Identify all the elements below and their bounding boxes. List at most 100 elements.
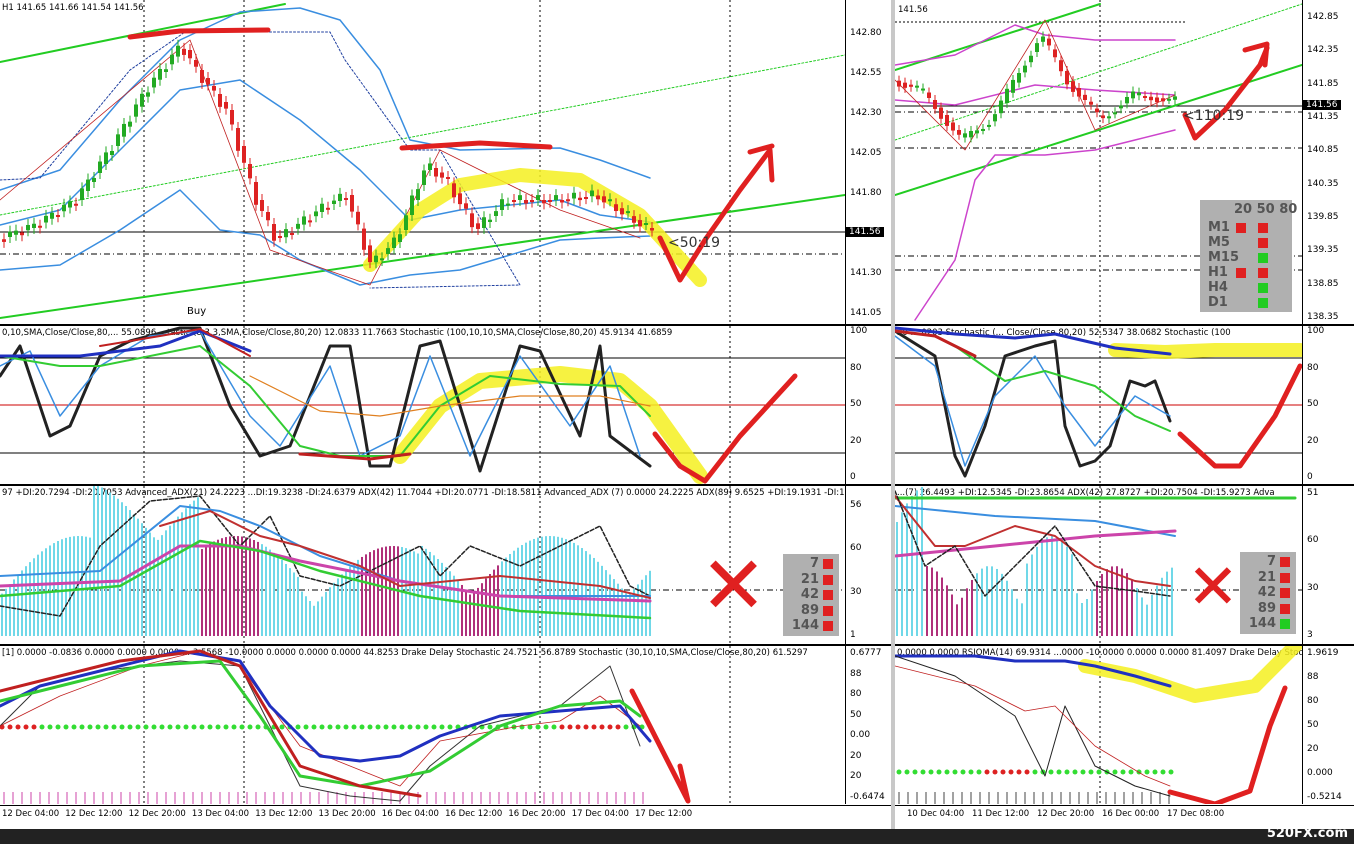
axis-tick: 141.85 xyxy=(1307,78,1339,89)
adx-legend-swatch xyxy=(823,621,833,631)
candle-body xyxy=(344,198,348,200)
mtf-swatch xyxy=(1236,268,1246,278)
signal-dot xyxy=(992,769,998,775)
candle-body xyxy=(590,190,594,197)
candle-body xyxy=(476,223,480,229)
left-price-panel[interactable]: H1 141.65 141.66 141.54 141.56 Buy <50:1… xyxy=(0,0,845,324)
up-arrow-head xyxy=(1242,41,1270,68)
left-rsi-axis: 0.6777 88 80 50 0.00 20 20 -0.6474 xyxy=(845,646,892,804)
right-stoch-panel[interactable]: 20 ... 0203 Stochastic (... Close/Close,… xyxy=(895,326,1302,484)
signal-dot xyxy=(23,724,29,730)
candle-body xyxy=(1011,79,1015,93)
candle-body xyxy=(20,232,24,236)
signal-dot xyxy=(944,769,950,775)
candle-body xyxy=(122,123,126,137)
candle-body xyxy=(164,69,168,72)
candle-body xyxy=(1167,98,1171,101)
signal-dot xyxy=(1120,769,1126,775)
signal-dot xyxy=(399,724,405,730)
signal-dot xyxy=(1160,769,1166,775)
candle-body xyxy=(488,219,492,222)
left-sep-2 xyxy=(0,484,891,486)
signal-dot xyxy=(303,724,309,730)
signal-dot xyxy=(1008,769,1014,775)
adx-blue xyxy=(0,505,651,597)
candle-body xyxy=(1029,55,1033,63)
right-price-panel[interactable]: 141.56 <110:19 20 50 80 M1 M5 M15 H1 H4 D1 xyxy=(895,0,1302,324)
candle-body xyxy=(554,195,558,200)
right-stoch-header: 20 ... 0203 Stochastic (... Close/Close,… xyxy=(897,328,1231,338)
candle-body xyxy=(1119,105,1123,109)
signal-dot xyxy=(1080,769,1086,775)
candle-body xyxy=(482,217,486,228)
candle-body xyxy=(86,179,90,191)
signal-dot xyxy=(63,724,69,730)
time-tick: 11 Dec 12:00 xyxy=(972,809,1030,819)
mtf-swatch xyxy=(1258,223,1268,233)
signal-dot xyxy=(335,724,341,730)
candle-body xyxy=(578,197,582,201)
signal-dot xyxy=(247,724,253,730)
adx-pink xyxy=(895,529,1177,558)
candle-body xyxy=(284,229,288,238)
axis-tick: 141.35 xyxy=(1307,112,1339,122)
signal-dot xyxy=(7,724,13,730)
bb-upper xyxy=(895,24,1176,66)
signal-dot xyxy=(111,724,117,730)
signal-dot xyxy=(199,724,205,730)
right-rsi-panel[interactable]: 0.0000 0.0000 RSIOMA(14) 69.9314 ...0000… xyxy=(895,646,1302,804)
candle-body xyxy=(999,100,1003,114)
candle-body xyxy=(572,192,576,199)
stoch-fast xyxy=(0,326,652,473)
signal-dot xyxy=(215,724,221,730)
axis-tick: 140.35 xyxy=(1307,178,1339,189)
signal-dot xyxy=(151,724,157,730)
adx-red xyxy=(159,510,651,599)
candle-body xyxy=(128,121,132,127)
time-tick: 10 Dec 04:00 xyxy=(907,809,965,819)
left-price-tag: 141.56 xyxy=(846,227,884,237)
adx-legend-swatch xyxy=(1280,588,1290,598)
right-adx-axis: 51 60 30 3 xyxy=(1302,486,1354,644)
candle-body xyxy=(8,231,12,237)
candle-body xyxy=(933,100,937,109)
left-sep-1 xyxy=(0,324,891,326)
candle-body xyxy=(897,80,901,87)
candle-body xyxy=(1155,97,1159,103)
buy-label: Buy xyxy=(187,306,207,317)
candle-body xyxy=(566,199,570,202)
right-countdown: <110:19 xyxy=(1183,108,1244,124)
candle-body xyxy=(194,60,198,67)
candle-body xyxy=(464,203,468,209)
signal-dot xyxy=(952,769,958,775)
candle-body xyxy=(969,130,973,138)
signal-dot xyxy=(976,769,982,775)
right-time-axis: 10 Dec 04:00 11 Dec 12:00 12 Dec 20:00 16 D… xyxy=(895,805,1354,828)
left-stoch-panel[interactable]: 0,10,SMA,Close/Close,80,... 55.0896 ...t… xyxy=(0,326,845,484)
signal-dot xyxy=(1056,769,1062,775)
adx-legend-swatch xyxy=(823,559,833,569)
candle-body xyxy=(650,228,654,231)
axis-tick: 20 xyxy=(1307,435,1319,446)
axis-tick: -0.6474 xyxy=(850,792,885,802)
candle-body xyxy=(542,200,546,204)
stoch-slow-red xyxy=(895,329,977,358)
signal-dot xyxy=(103,724,109,730)
candle-body xyxy=(1005,88,1009,103)
signal-dot xyxy=(591,724,597,730)
axis-tick: 100 xyxy=(850,326,868,336)
candle-body xyxy=(446,177,450,179)
candle-body xyxy=(320,203,324,212)
candle-body xyxy=(314,211,318,217)
axis-tick: 56 xyxy=(850,500,862,510)
right-sep-3 xyxy=(895,644,1354,646)
right-adx-panel[interactable]: ...(7) 26.4493 +DI:12.5345 -DI:23.8654 A… xyxy=(895,486,1302,644)
signal-dot xyxy=(255,724,261,730)
candle-body xyxy=(218,94,222,107)
left-adx-panel[interactable]: 97 +DI:20.7294 -DI:20.7053 Advanced_ADX(… xyxy=(0,486,845,644)
right-sep-1 xyxy=(895,324,1354,326)
signal-dot xyxy=(15,724,21,730)
axis-tick: 1.9619 xyxy=(1307,648,1339,658)
axis-tick: 20 xyxy=(850,435,862,446)
left-rsi-panel[interactable]: [1] 0.0000 -0.0836 0.0000 0.0000 0.0000 … xyxy=(0,646,845,804)
